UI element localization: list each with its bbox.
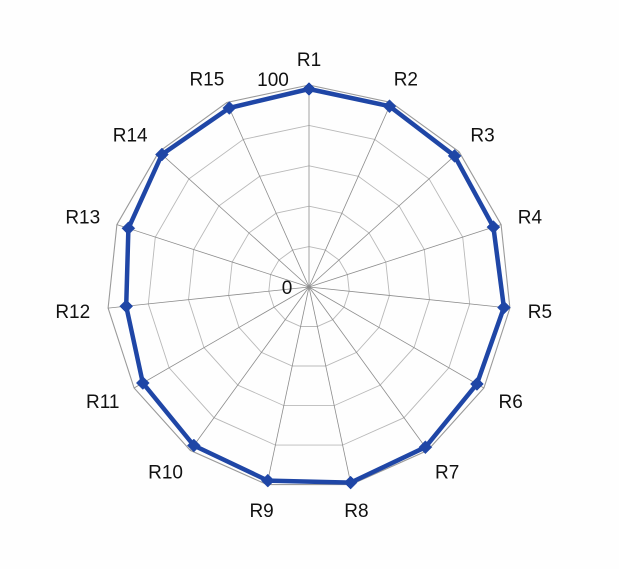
grid-layer [107, 84, 511, 486]
data-point-r6 [470, 377, 484, 391]
category-label-r11: R11 [86, 392, 119, 413]
spoke-r8 [308, 286, 352, 485]
spoke-r11 [133, 286, 310, 389]
spoke-r12 [108, 286, 310, 309]
data-point-r4 [486, 220, 501, 234]
category-label-r12: R12 [55, 302, 90, 323]
data-point-r2 [382, 99, 397, 114]
data-point-r7 [418, 440, 433, 455]
spoke-r10 [189, 286, 310, 451]
category-label-r15: R15 [189, 70, 224, 91]
category-label-r1: R1 [297, 50, 321, 71]
category-label-r6: R6 [499, 392, 523, 413]
data-point-r9 [260, 473, 275, 488]
grid-ring-5 [107, 84, 511, 486]
series-layer [119, 82, 511, 490]
tick-label-max: 100 [257, 70, 289, 91]
category-label-r9: R9 [249, 501, 273, 522]
category-label-r4: R4 [518, 208, 543, 229]
spoke-r7 [308, 286, 429, 451]
spoke-r9 [266, 286, 310, 485]
data-point-r1 [302, 82, 316, 96]
data-point-r12 [119, 299, 134, 314]
category-label-r5: R5 [528, 302, 552, 323]
category-label-r14: R14 [113, 125, 148, 146]
data-point-r8 [343, 475, 358, 490]
grid-ring-1 [268, 246, 350, 327]
spoke-r3 [308, 151, 460, 288]
spoke-r4 [308, 224, 502, 288]
data-point-r5 [497, 300, 511, 315]
data-point-r13 [121, 221, 136, 236]
category-label-r10: R10 [148, 463, 183, 484]
spoke-r6 [308, 286, 485, 389]
spoke-r15 [226, 102, 310, 288]
category-label-r3: R3 [470, 125, 494, 146]
data-point-r3 [447, 149, 462, 163]
spoke-r13 [116, 224, 310, 288]
label-layer: R1 R2 R3 R4 R5 R6 R7 R8 R9 R10 R11 R12 R13 R14 R15 0 100 [55, 50, 552, 522]
data-point-r11 [135, 376, 150, 390]
grid-ring-3 [188, 165, 430, 407]
data-point-r10 [186, 438, 201, 453]
series-line-1 [123, 86, 507, 485]
spoke-layer [108, 85, 510, 485]
data-point-r14 [155, 147, 169, 162]
data-point-r15 [222, 101, 237, 115]
category-label-r2: R2 [394, 70, 418, 91]
tick-label-min: 0 [282, 278, 293, 299]
grid-ring-2 [228, 205, 390, 367]
category-label-r13: R13 [65, 208, 100, 229]
category-label-r7: R7 [435, 463, 459, 484]
category-label-r8: R8 [344, 501, 368, 522]
grid-ring-4 [147, 124, 471, 446]
spoke-r5 [308, 286, 510, 309]
spoke-r14 [158, 151, 310, 288]
spoke-r2 [308, 102, 392, 288]
